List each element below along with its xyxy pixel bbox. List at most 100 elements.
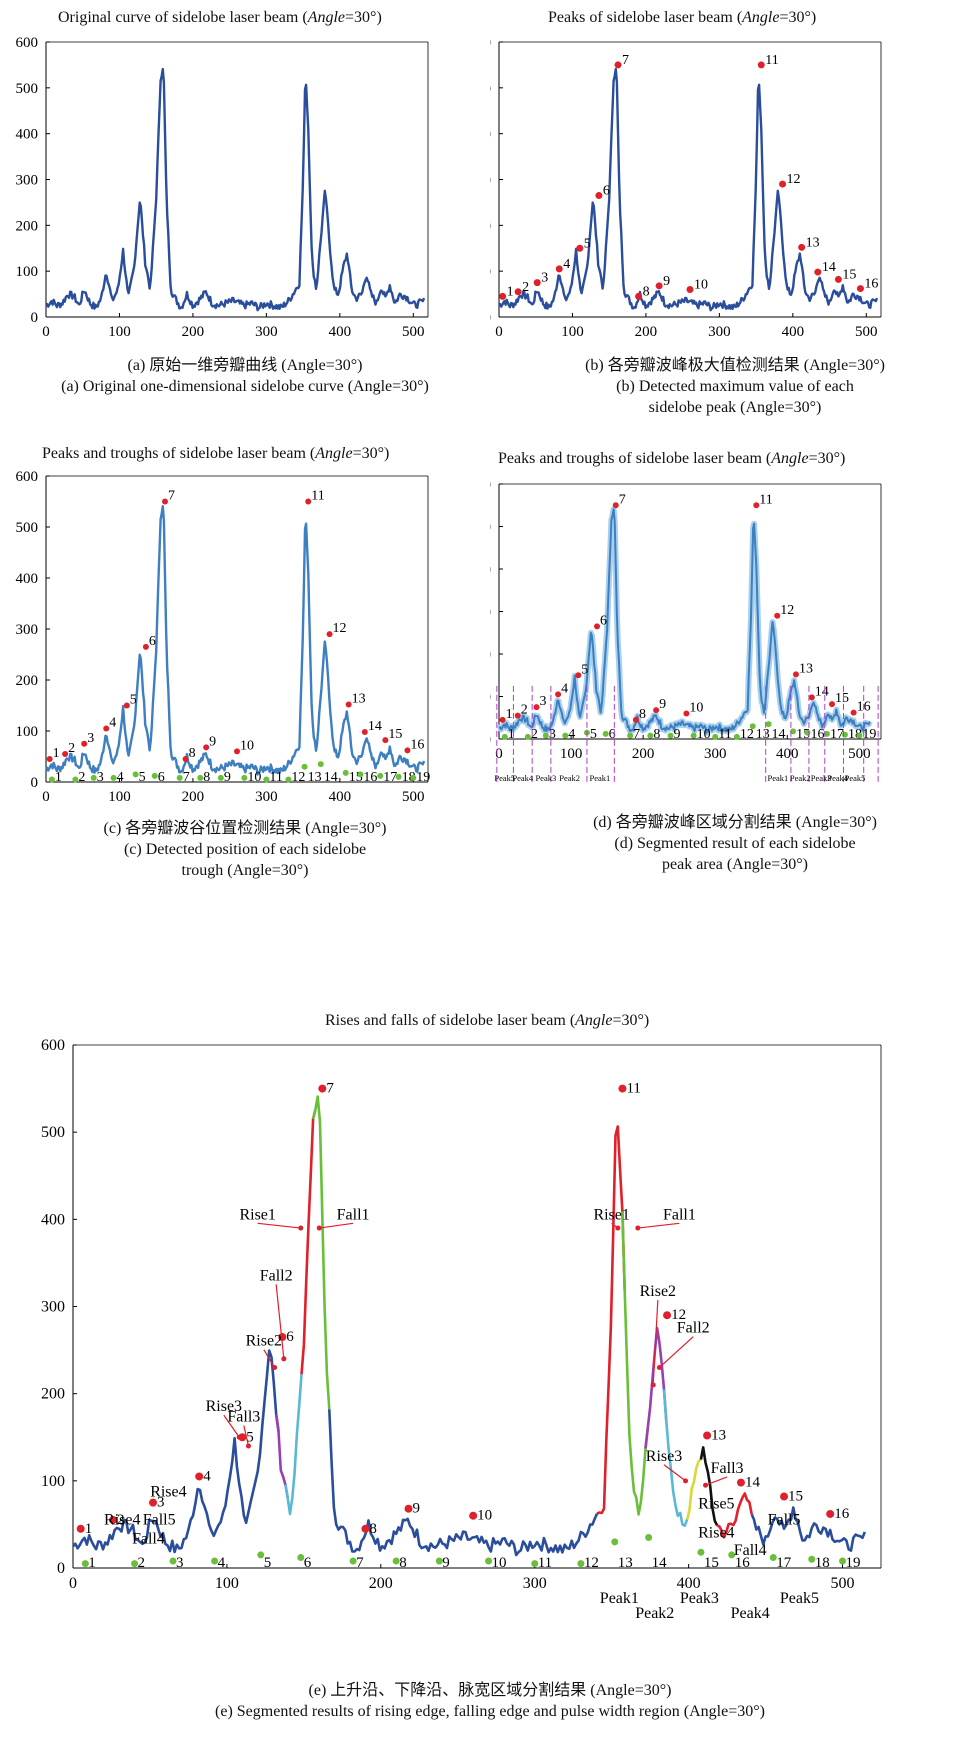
chart-e-trough-label: 6 [304,1555,312,1571]
chart-e-annotation: Rise3 [206,1398,242,1415]
chart-c-trough-marker [217,774,224,781]
chart-e-x-tick-label: 200 [369,1575,393,1592]
chart-b-peak-marker [514,288,522,296]
chart-e-trough-marker [769,1554,777,1562]
caption-c-en1: (c) Detected position of each sidelobe [123,841,367,858]
chart-a-y-tick-label: 600 [16,35,39,51]
chart-c-peak-marker [382,737,389,744]
chart-a-series-line [45,67,426,312]
chart-c-y-tick-label: 300 [16,622,39,638]
chart-d-trough-label: 3 [549,727,556,742]
chart-e-y-tick-label: 0 [57,1560,65,1577]
chart-c-trough-marker [317,761,324,768]
chart-e-annotation-arrow [263,1349,276,1368]
chart-c-title: Peaks and troughs of sidelobe laser beam… [42,445,390,462]
chart-e-trough-marker [211,1557,219,1565]
chart-b-series-line [498,67,879,312]
chart-e-trough-label: 11 [538,1555,552,1571]
chart-c-trough-label: 4 [117,770,124,785]
chart-e-peak-label: 1 [85,1521,93,1537]
chart-e-annotation-arrow [658,1336,694,1368]
chart-c-peak-label: 11 [311,489,324,504]
chart-d-peak-marker [612,502,619,509]
chart-e-annotation-arrowhead [316,1225,322,1231]
chart-e-annotation-arrow [243,1425,250,1447]
chart-d-peak-label: 6 [600,613,607,628]
chart-e-y-tick-label: 300 [41,1299,65,1316]
chart-e-annotation-arrow [637,1222,680,1229]
chart-e-trough-marker [485,1557,493,1565]
chart-e-peak-label: 4 [203,1468,211,1484]
chart-d-peak-label: 15 [835,691,849,706]
chart-b-peak-marker [779,180,787,188]
chart-e-series-segment [685,1447,705,1520]
chart-d-trough-marker [823,730,830,737]
chart-d-peak-label: 3 [539,694,546,709]
chart-e-trough-marker [257,1551,265,1559]
chart-b-peak-label: 14 [822,260,836,275]
chart-d-x-tick-label: 300 [704,746,727,762]
chart-e-series-segment [621,1211,650,1516]
chart-d-region-label: Peak2 [790,773,811,783]
caption-b-en2: sidelobe peak (Angle=30°) [648,399,822,416]
chart-e-peak-marker [663,1311,672,1320]
chart-d-trough-label: 13 [756,727,770,742]
chart-d-trough-label: 6 [609,727,616,742]
chart-d-series-line [498,508,871,734]
chart-b-peak-label: 9 [663,274,670,289]
chart-e-annotation: Rise2 [640,1283,676,1300]
panel-a: Original curve of sidelobe laser beam (A… [0,0,490,420]
chart-b-peak-marker [655,282,663,290]
chart-c-peak-label: 5 [130,693,137,708]
chart-c-x-tick-label: 200 [182,789,205,805]
chart-e-annotation-arrowhead [656,1365,662,1371]
chart-a-x-tick-label: 200 [182,324,205,340]
chart-b-peak-marker [533,279,541,287]
chart-e-peak-marker [404,1504,413,1513]
chart-c-peak-marker [345,701,352,708]
chart-e-x-tick-label: 0 [69,1575,77,1592]
chart-c-trough-label: 1 [55,770,62,785]
chart-d-trough-label: 7 [633,727,640,742]
chart-b-peak-marker [499,292,507,300]
chart-d-region-label: Peak2 [559,773,580,783]
chart-e-trough-marker [697,1548,705,1556]
chart-d-peak-marker [653,707,660,714]
chart-c-trough-marker [263,776,270,783]
chart-d-trough-marker [524,733,531,740]
chart-c-trough-label: 18 [402,770,416,785]
chart-e-trough-label: 15 [704,1555,719,1571]
chart-e-peak-marker [618,1084,627,1093]
chart-e-annotation: Fall4 [734,1542,767,1559]
chart-e-peak-label: 3 [157,1495,165,1511]
chart-e-peak-marker [149,1498,158,1507]
chart-e-trough-label: 3 [176,1555,184,1571]
chart-d-trough-marker [647,732,654,739]
chart-c-peak-marker [162,498,169,505]
chart-d-region-label: Peak1 [768,773,789,783]
chart-c-trough-label: 16 [363,770,377,785]
caption-d-en1: (d) Segmented result of each sidelobe [614,835,856,852]
chart-c-peak-marker [81,740,88,747]
chart-e-annotation-arrowhead [272,1365,278,1371]
caption-e: (e) 上升沿、下降沿、脉宽区域分割结果 (Angle=30°) (e) Seg… [0,1680,980,1722]
chart-b-peak-marker [635,292,643,300]
chart-d-trough-label: 9 [674,727,681,742]
chart-e-annotation-arrowhead [615,1225,621,1231]
caption-c-cn: (c) 各旁瓣波谷位置检测结果 (Angle=30°) [103,820,387,837]
chart-c-peak-label: 10 [240,738,254,753]
chart-c-peak-label: 6 [149,634,156,649]
chart-c-series-line [45,505,426,776]
chart-d-region-label: Peak5 [494,773,515,783]
chart-e-trough-marker [728,1551,736,1559]
chart-e-peak-label: 5 [246,1429,254,1445]
chart-e-annotation: Rise5 [698,1496,734,1513]
chart-d-peak-label: 7 [619,492,626,507]
chart-d-region-label: Peak5 [845,773,866,783]
chart-b-x-tick-label: 500 [855,324,878,340]
chart-c-peak-marker [182,756,189,763]
chart-d-x-tick-label: 400 [776,746,799,762]
chart-e-annotation: Fall2 [677,1320,710,1337]
chart-d-trough-marker [501,733,508,740]
